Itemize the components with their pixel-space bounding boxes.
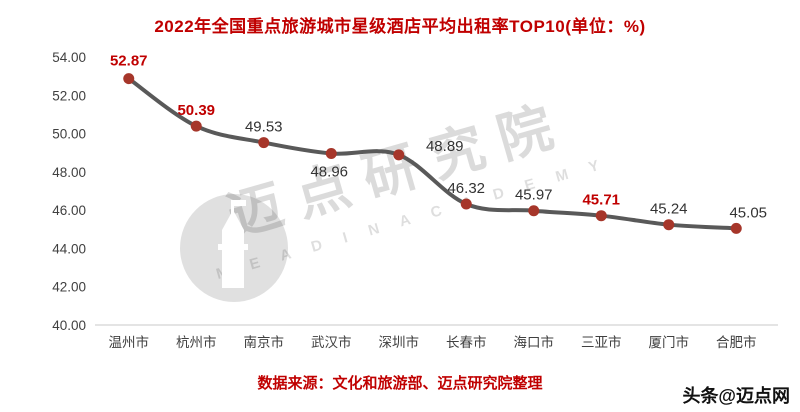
x-category-label: 杭州市 [176,334,217,350]
x-category-label: 南京市 [244,334,285,350]
data-point-label: 45.97 [515,187,553,204]
data-point [258,137,270,149]
data-point [595,210,607,222]
x-category-label: 深圳市 [379,334,420,350]
data-point [730,222,742,234]
data-line [126,76,739,231]
data-point-label: 45.24 [650,201,688,218]
x-category-label: 海口市 [514,334,555,350]
x-category-label: 温州市 [109,334,150,350]
x-category-label: 三亚市 [581,334,622,350]
chart-title: 2022年全国重点旅游城市星级酒店平均出租率TOP10(单位：%) [154,17,646,36]
y-tick-label: 52.00 [52,88,86,103]
data-point-label: 46.32 [447,180,485,197]
data-point-label: 45.71 [582,192,620,209]
source-note: 数据来源：文化和旅游部、迈点研究院整理 [257,375,543,392]
y-tick-label: 50.00 [52,127,86,142]
y-tick-label: 44.00 [52,241,86,256]
y-tick-label: 40.00 [52,318,86,333]
data-point [190,120,202,132]
data-point-label: 49.53 [245,119,283,136]
data-point-label: 48.96 [310,163,348,180]
data-point-label: 50.39 [177,102,215,119]
x-category-label: 厦门市 [649,334,690,350]
data-point [460,198,472,210]
data-point [528,205,540,217]
data-point [325,147,337,159]
y-tick-label: 54.00 [52,50,86,65]
x-category-label: 长春市 [446,334,487,350]
data-point [123,73,135,85]
data-point-label: 45.05 [729,204,767,221]
data-point [663,219,675,231]
data-point [393,149,405,161]
y-tick-label: 46.00 [52,203,86,218]
x-category-label: 合肥市 [716,334,757,350]
data-point-label: 52.87 [110,53,148,70]
y-tick-label: 48.00 [52,165,86,180]
toutiao-watermark: 头条@迈点网 [682,386,790,406]
y-tick-label: 42.00 [52,280,86,295]
x-category-label: 武汉市 [311,334,352,350]
data-point-label: 48.89 [426,138,464,155]
